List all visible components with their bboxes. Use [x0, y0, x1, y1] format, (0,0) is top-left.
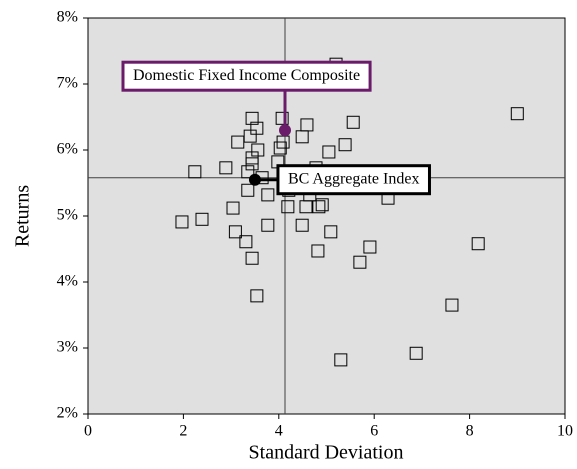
scatter-point [346, 115, 360, 129]
scatter-point [245, 111, 259, 125]
y-tick-label: 5% [57, 207, 78, 224]
scatter-point [311, 244, 325, 258]
y-tick-label: 4% [57, 273, 78, 290]
annotation-box [121, 60, 372, 92]
scatter-point [261, 218, 275, 232]
scatter-point [275, 111, 289, 125]
scatter-point [409, 346, 423, 360]
scatter-point [250, 289, 264, 303]
scatter-point [315, 198, 329, 212]
scatter-point [219, 161, 233, 175]
scatter-point [445, 298, 459, 312]
scatter-point [295, 130, 309, 144]
scatter-point [241, 165, 255, 179]
y-axis-title: Returns [12, 185, 34, 247]
y-tick-label: 7% [57, 75, 78, 92]
scatter-point [510, 107, 524, 121]
x-tick-label: 8 [466, 423, 474, 440]
scatter-point [261, 188, 275, 202]
y-tick-label: 2% [57, 405, 78, 422]
scatter-point [295, 218, 309, 232]
scatter-point [322, 145, 336, 159]
scatter-point [334, 353, 348, 367]
y-tick-label: 8% [57, 9, 78, 26]
scatter-point [245, 251, 259, 265]
x-tick-label: 10 [557, 423, 573, 440]
highlight-point [248, 173, 261, 186]
scatter-point [239, 235, 253, 249]
scatter-point [231, 135, 245, 149]
scatter-point [363, 240, 377, 254]
scatter-point [312, 200, 326, 214]
annotation-label: Domestic Fixed Income Composite [133, 67, 360, 84]
scatter-point [226, 201, 240, 215]
annotation-box [276, 164, 431, 196]
x-tick-label: 4 [275, 423, 283, 440]
scatter-point [324, 225, 338, 239]
x-tick-label: 6 [370, 423, 378, 440]
x-tick-label: 0 [84, 423, 92, 440]
scatter-point [241, 183, 255, 197]
scatter-point [281, 200, 295, 214]
y-tick-label: 3% [57, 339, 78, 356]
highlight-point [279, 124, 292, 137]
scatter-point [276, 135, 290, 149]
scatter-point [471, 237, 485, 251]
x-tick-label: 2 [179, 423, 187, 440]
x-axis-title: Standard Deviation [249, 442, 404, 464]
scatter-point [195, 212, 209, 226]
y-tick-label: 6% [57, 141, 78, 158]
scatter-point [353, 255, 367, 269]
scatter-point [245, 157, 259, 171]
scatter-point [338, 138, 352, 152]
scatter-point [250, 121, 264, 135]
scatter-point [175, 215, 189, 229]
annotation-label: BC Aggregate Index [288, 170, 420, 187]
scatter-point [228, 225, 242, 239]
scatter-point [188, 165, 202, 179]
